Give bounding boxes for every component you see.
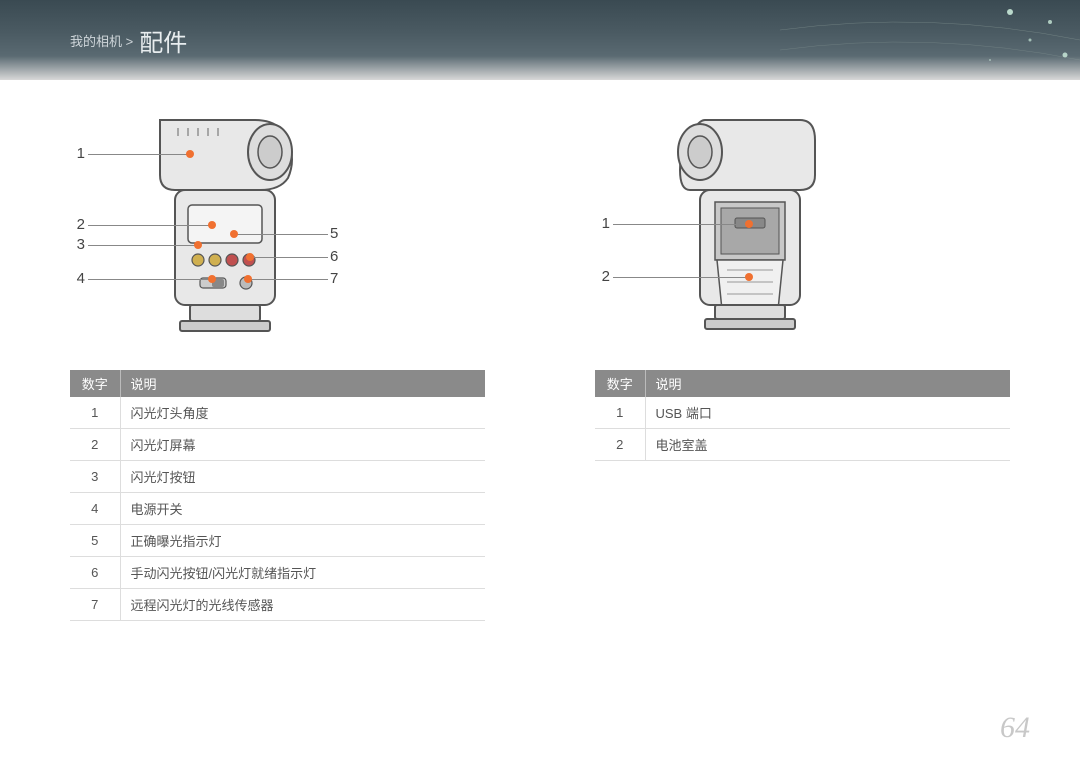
callout-line: [236, 234, 328, 235]
table-row: 6手动闪光按钮/闪光灯就绪指示灯: [70, 557, 485, 589]
table-row: 3闪光灯按钮: [70, 461, 485, 493]
callout-line: [88, 245, 196, 246]
callout-dot: [208, 275, 216, 283]
callout-number-2r: 2: [590, 268, 610, 285]
callout-dot: [186, 150, 194, 158]
left-parts-table: 数字 说明 1闪光灯头角度 2闪光灯屏幕 3闪光灯按钮 4电源开关 5正确曝光指…: [70, 370, 485, 621]
th-description: 说明: [645, 370, 1010, 397]
th-number: 数字: [70, 370, 120, 397]
page-title: 配件: [139, 23, 187, 58]
table-row: 2闪光灯屏幕: [70, 429, 485, 461]
callout-line: [88, 225, 210, 226]
th-number: 数字: [595, 370, 645, 397]
callout-dot: [745, 220, 753, 228]
callout-line: [88, 154, 188, 155]
table-row: 4电源开关: [70, 493, 485, 525]
right-column: 1 2 数字 说明 1USB 端口 2电池室盖: [595, 110, 1010, 621]
callout-line: [88, 279, 210, 280]
table-row: 2电池室盖: [595, 429, 1010, 461]
callout-number-4: 4: [65, 270, 85, 287]
right-parts-table: 数字 说明 1USB 端口 2电池室盖: [595, 370, 1010, 461]
table-row: 1闪光灯头角度: [70, 397, 485, 429]
page-header: 我的相机 > 配件: [0, 0, 1080, 80]
content-area: 1 2 3 4 5 6 7 数字: [0, 80, 1080, 621]
callout-number-6: 6: [330, 248, 350, 265]
callout-dot: [208, 221, 216, 229]
callout-number-1: 1: [65, 145, 85, 162]
header-decoration: [780, 0, 1080, 80]
callout-dot: [246, 253, 254, 261]
right-diagram: 1 2: [595, 110, 1010, 350]
callout-dot: [745, 273, 753, 281]
callout-line: [250, 279, 328, 280]
callout-line: [252, 257, 328, 258]
callout-number-1r: 1: [590, 215, 610, 232]
callout-dot: [230, 230, 238, 238]
callout-line: [613, 224, 747, 225]
callout-number-5: 5: [330, 225, 350, 242]
callout-dot: [244, 275, 252, 283]
callout-line: [613, 277, 747, 278]
table-row: 1USB 端口: [595, 397, 1010, 429]
left-diagram: 1 2 3 4 5 6 7: [70, 110, 485, 350]
table-row: 7远程闪光灯的光线传感器: [70, 589, 485, 621]
breadcrumb-prefix: 我的相机 >: [70, 31, 133, 50]
callout-number-3: 3: [65, 236, 85, 253]
left-column: 1 2 3 4 5 6 7 数字: [70, 110, 485, 621]
page-number: 64: [1000, 711, 1030, 745]
callout-number-7: 7: [330, 270, 350, 287]
callout-dot: [194, 241, 202, 249]
callout-number-2: 2: [65, 216, 85, 233]
table-row: 5正确曝光指示灯: [70, 525, 485, 557]
th-description: 说明: [120, 370, 485, 397]
